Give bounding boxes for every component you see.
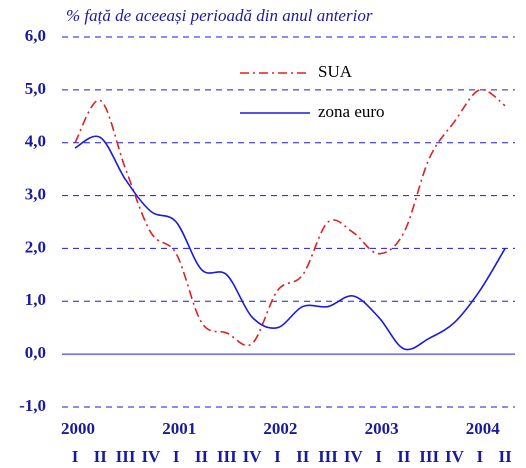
y-tick-label: 0,0 [25,343,46,362]
chart-title: % față de aceeași perioadă din anul ante… [66,6,373,25]
x-tick-label: III [116,447,136,466]
x-tick-label: II [296,447,310,466]
x-tick-label: II [498,447,512,466]
series-line [74,88,506,347]
x-tick-label: I [72,447,79,466]
x-tick-label: I [476,447,483,466]
legend-label: SUA [318,62,353,81]
series-line [74,135,506,351]
x-tick-label: I [375,447,382,466]
x-tick-label: I [173,447,180,466]
y-tick-label: 4,0 [25,132,46,151]
year-label: 2004 [466,419,501,438]
year-label: 2003 [365,419,399,438]
year-label: 2000 [61,419,95,438]
x-tick-label: IV [243,447,263,466]
year-label: 2002 [263,419,297,438]
y-tick-label: -1,0 [19,396,46,415]
y-tick-label: 1,0 [25,290,46,309]
x-tick-label: III [318,447,338,466]
x-tick-label: III [419,447,439,466]
y-tick-label: 3,0 [25,184,46,203]
x-tick-label: II [94,447,108,466]
x-tick-label: IV [445,447,465,466]
x-tick-label: IV [344,447,364,466]
legend-label: zona euro [318,102,385,121]
x-tick-label: II [195,447,209,466]
y-tick-label: 2,0 [25,237,46,256]
y-tick-label: 5,0 [25,79,46,98]
x-tick-label: II [397,447,411,466]
year-label: 2001 [162,419,196,438]
x-tick-label: IV [141,447,161,466]
x-tick-label: III [217,447,237,466]
x-tick-label: I [274,447,281,466]
y-tick-label: 6,0 [25,26,46,45]
